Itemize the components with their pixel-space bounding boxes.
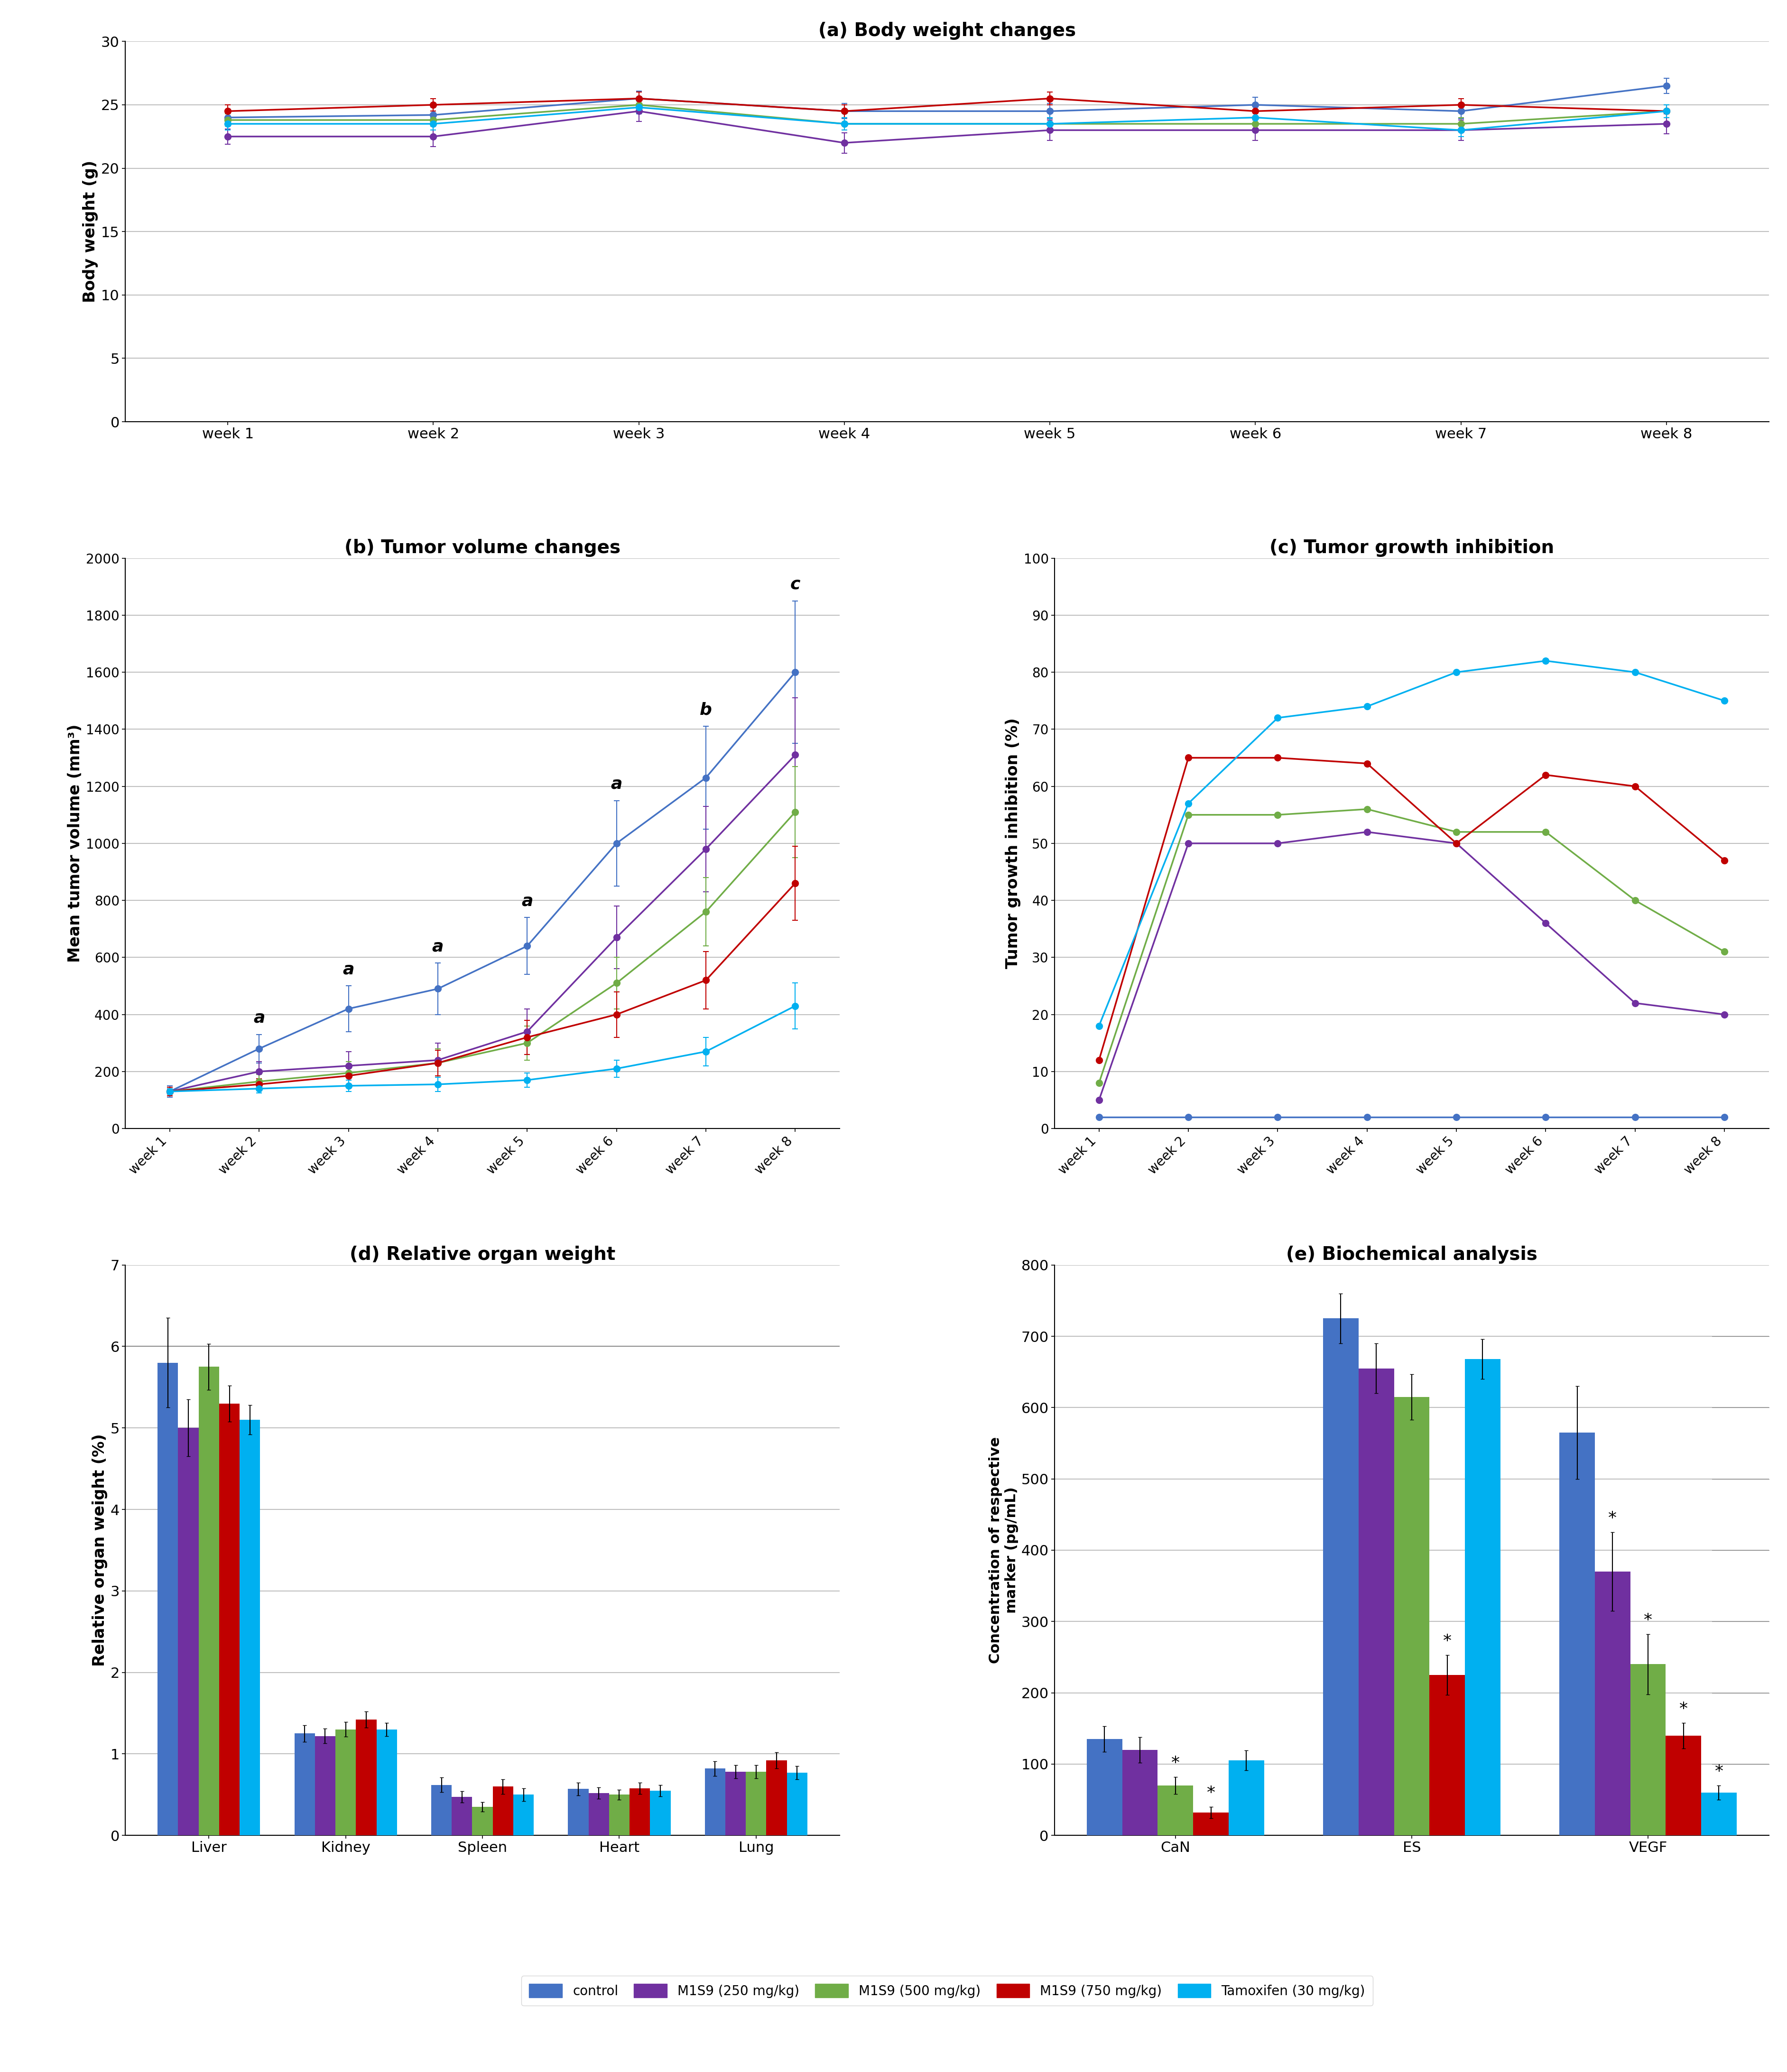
Bar [1465, 1359, 1501, 1836]
Title: (e) Biochemical analysis: (e) Biochemical analysis [1287, 1245, 1537, 1264]
Bar [1229, 1761, 1263, 1836]
Bar [239, 1419, 261, 1836]
Y-axis label: Concentration of respective
marker (pg/mL): Concentration of respective marker (pg/m… [988, 1436, 1019, 1664]
Text: *: * [1680, 1701, 1687, 1718]
Bar [1194, 1813, 1229, 1836]
Bar [336, 1730, 356, 1836]
Bar [1322, 1318, 1358, 1836]
Text: a: a [254, 1009, 264, 1026]
Bar [1086, 1738, 1122, 1836]
Bar [767, 1761, 786, 1836]
Bar [609, 1794, 629, 1836]
Legend: control, M1S9 (250 mg/kg), M1S9 (500 mg/kg), M1S9 (750 mg/kg), Tamoxifen (30 mg/: control, M1S9 (250 mg/kg), M1S9 (500 mg/… [522, 1977, 1372, 2006]
Bar [356, 1720, 377, 1836]
Bar [1158, 1786, 1194, 1836]
Text: b: b [701, 702, 711, 717]
Text: a: a [611, 775, 622, 792]
Title: (b) Tumor volume changes: (b) Tumor volume changes [345, 539, 620, 557]
Bar [513, 1794, 534, 1836]
Y-axis label: Tumor growth inhibition (%): Tumor growth inhibition (%) [1006, 717, 1020, 970]
Bar [786, 1774, 808, 1836]
Y-axis label: Mean tumor volume (mm³): Mean tumor volume (mm³) [68, 723, 84, 963]
Bar [650, 1790, 670, 1836]
Bar [1560, 1432, 1594, 1836]
Text: c: c [790, 576, 801, 593]
Bar [745, 1772, 767, 1836]
Text: *: * [1608, 1510, 1617, 1527]
Text: *: * [1170, 1755, 1179, 1772]
Bar [568, 1788, 588, 1836]
Bar [629, 1788, 650, 1836]
Bar [1630, 1664, 1665, 1836]
Bar [1701, 1792, 1737, 1836]
Bar [315, 1736, 336, 1836]
Text: *: * [1644, 1612, 1653, 1629]
Bar [1358, 1368, 1394, 1836]
Bar [157, 1363, 179, 1836]
Bar [220, 1403, 239, 1836]
Bar [295, 1734, 315, 1836]
Bar [431, 1784, 452, 1836]
Title: (c) Tumor growth inhibition: (c) Tumor growth inhibition [1269, 539, 1555, 557]
Y-axis label: Relative organ weight (%): Relative organ weight (%) [91, 1434, 107, 1666]
Title: (d) Relative organ weight: (d) Relative organ weight [350, 1245, 615, 1264]
Bar [704, 1769, 726, 1836]
Bar [1665, 1736, 1701, 1836]
Bar [198, 1368, 220, 1836]
Text: a: a [343, 961, 354, 978]
Title: (a) Body weight changes: (a) Body weight changes [818, 23, 1076, 39]
Bar [472, 1807, 493, 1836]
Bar [179, 1428, 198, 1836]
Text: *: * [1442, 1633, 1451, 1649]
Text: a: a [522, 893, 533, 910]
Bar [1594, 1571, 1630, 1836]
Text: a: a [432, 939, 443, 955]
Text: *: * [1716, 1763, 1723, 1780]
Bar [1430, 1674, 1465, 1836]
Bar [493, 1786, 513, 1836]
Text: *: * [1206, 1786, 1215, 1801]
Y-axis label: Body weight (g): Body weight (g) [82, 160, 98, 303]
Bar [726, 1772, 745, 1836]
Bar [377, 1730, 397, 1836]
Bar [452, 1796, 472, 1836]
Bar [1394, 1397, 1430, 1836]
Bar [588, 1792, 609, 1836]
Bar [1122, 1751, 1158, 1836]
